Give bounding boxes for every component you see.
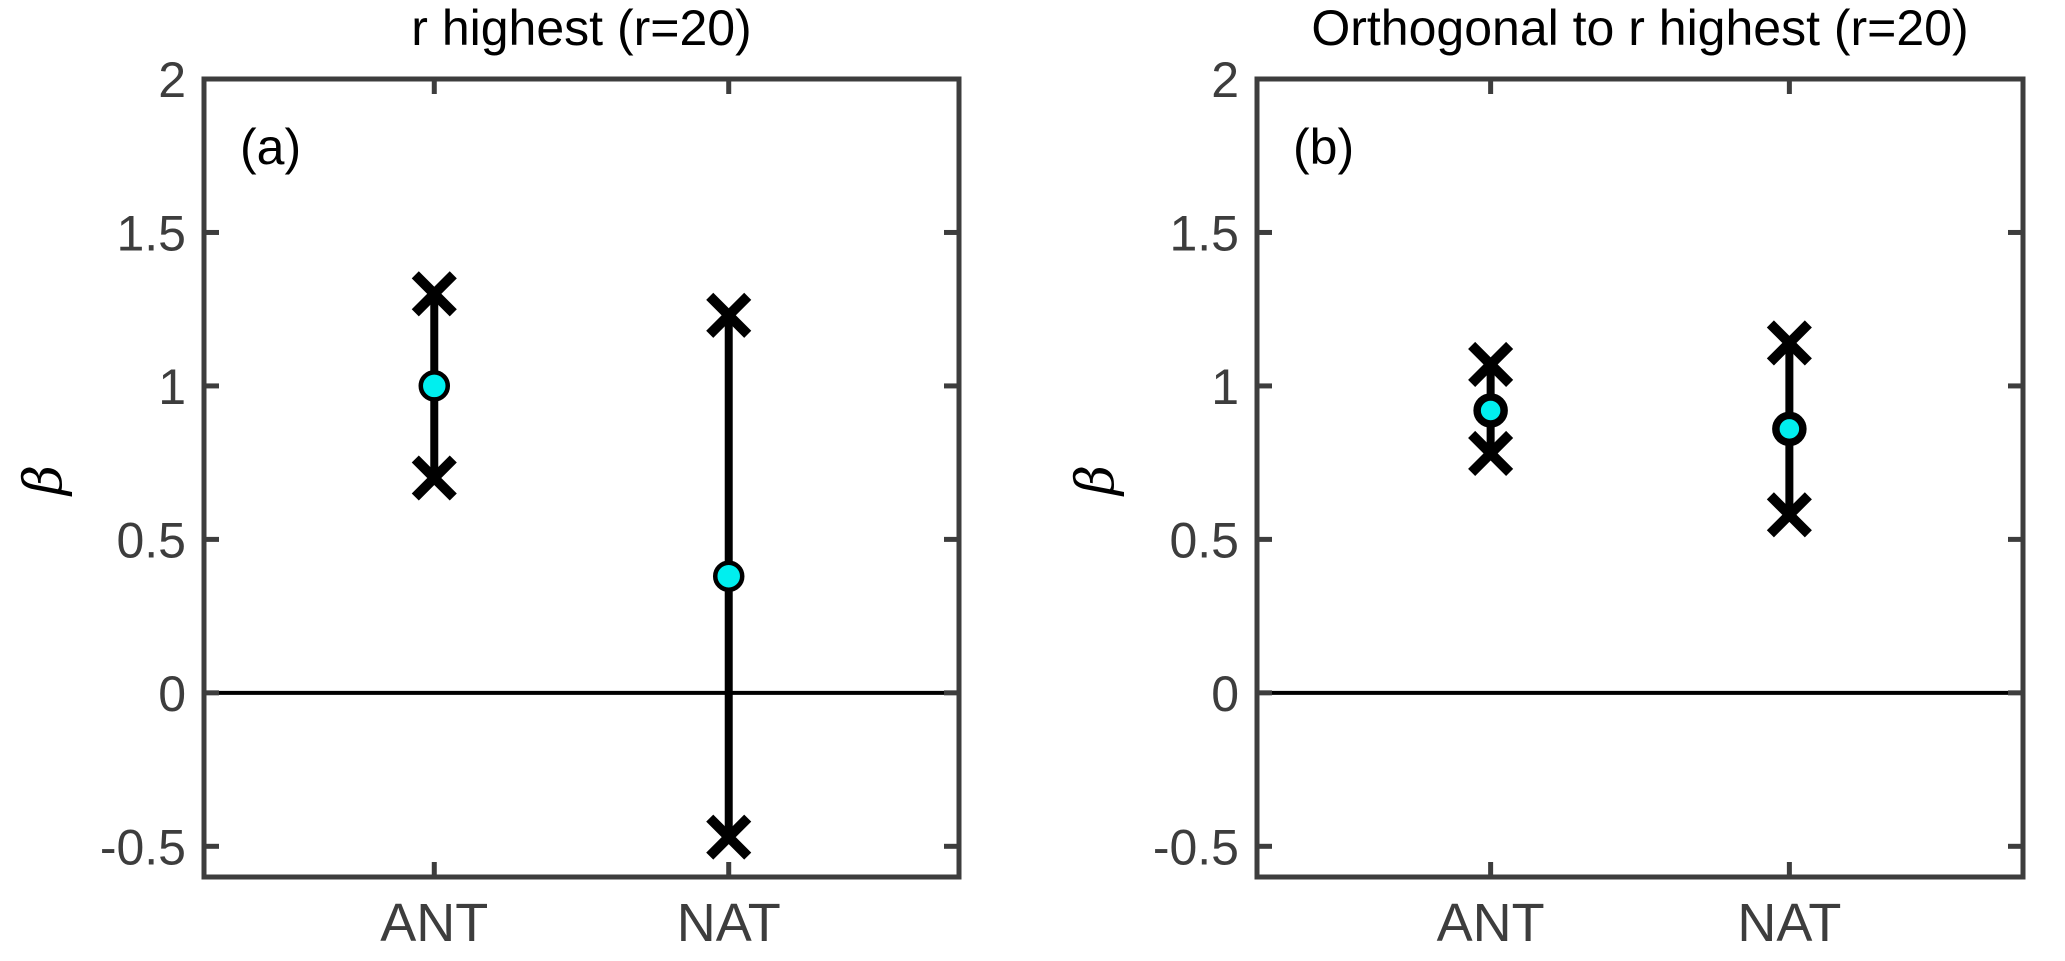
panel-b-ylabel: β	[1066, 464, 1126, 496]
ytick-label: 0	[158, 666, 186, 722]
axes-box	[1254, 76, 2026, 880]
lower-x-marker	[411, 455, 457, 501]
ytick-label: 0	[1211, 666, 1239, 722]
panel-b-title: Orthogonal to r highest (r=20)	[1311, 0, 1969, 56]
panel-a-ylabel: β	[14, 464, 74, 496]
ytick-label: 1.5	[1169, 205, 1239, 261]
ytick-label: 1	[1211, 359, 1239, 415]
panel-b-label: (b)	[1293, 119, 1355, 175]
axes-box	[201, 76, 962, 880]
ytick-label: 1.5	[116, 205, 186, 261]
upper-x-marker	[411, 271, 457, 317]
center-marker	[712, 560, 745, 592]
upper-x-marker	[706, 292, 752, 338]
lower-x-marker	[706, 814, 752, 860]
category-label: ANT	[380, 893, 488, 953]
center-marker	[1473, 393, 1508, 428]
lower-x-marker	[1468, 430, 1514, 476]
category-label: NAT	[677, 893, 781, 953]
ytick-label: 2	[158, 52, 186, 108]
ytick-label: 1	[158, 359, 186, 415]
ytick-label: -0.5	[1153, 819, 1239, 875]
panel-a-label: (a)	[240, 119, 302, 175]
ytick-label: -0.5	[100, 819, 186, 875]
lower-x-marker	[1766, 492, 1812, 538]
ytick-label: 0.5	[1169, 512, 1239, 568]
ytick-label: 0.5	[116, 512, 186, 568]
panel-a-plot: 2 1.5 1 0.5 0 -0.5 ANT NAT	[100, 52, 962, 953]
center-marker	[418, 370, 451, 402]
upper-x-marker	[1468, 341, 1514, 387]
category-label: ANT	[1437, 893, 1545, 953]
upper-x-marker	[1766, 320, 1812, 366]
panel-b-plot: 2 1.5 1 0.5 0 -0.5 ANT NAT	[1153, 52, 2026, 953]
ytick-label: 2	[1211, 52, 1239, 108]
center-marker	[1772, 411, 1807, 447]
category-label: NAT	[1737, 893, 1841, 953]
panel-a-title: r highest (r=20)	[411, 0, 752, 56]
